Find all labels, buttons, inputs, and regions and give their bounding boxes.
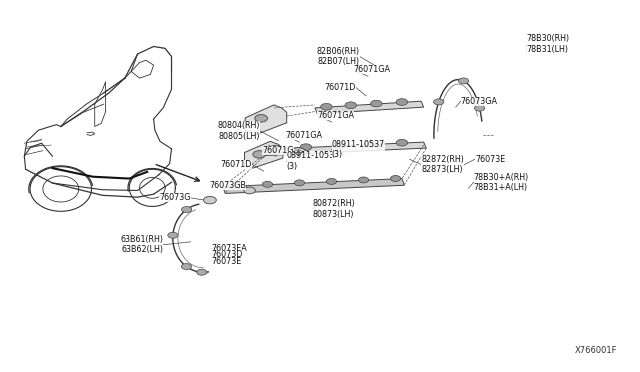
Text: 80804(RH)
80805(LH): 80804(RH) 80805(LH)	[218, 121, 260, 141]
Text: 63B61(RH)
63B62(LH): 63B61(RH) 63B62(LH)	[120, 235, 163, 254]
Circle shape	[168, 232, 178, 238]
Circle shape	[326, 179, 337, 185]
Circle shape	[181, 264, 191, 270]
Circle shape	[433, 99, 444, 105]
Circle shape	[269, 145, 281, 152]
Circle shape	[390, 176, 401, 182]
Circle shape	[371, 100, 382, 107]
Text: 76073E: 76073E	[475, 155, 505, 164]
Text: 78B30+A(RH)
78B31+A(LH): 78B30+A(RH) 78B31+A(LH)	[474, 173, 529, 192]
Text: 76071GA: 76071GA	[353, 65, 390, 74]
Text: 08911-10537
(3): 08911-10537 (3)	[287, 151, 340, 171]
Text: 76073GB: 76073GB	[209, 181, 246, 190]
Circle shape	[300, 144, 312, 151]
Text: 76071D: 76071D	[324, 83, 356, 92]
Polygon shape	[315, 101, 424, 114]
Circle shape	[196, 269, 207, 275]
Text: 76073E: 76073E	[211, 257, 241, 266]
Circle shape	[204, 196, 216, 204]
Polygon shape	[262, 142, 426, 155]
Text: 08911-10537
(3): 08911-10537 (3)	[332, 140, 385, 159]
Circle shape	[458, 78, 468, 84]
Circle shape	[345, 102, 356, 109]
Text: 76073EA: 76073EA	[211, 244, 247, 253]
Circle shape	[358, 177, 369, 183]
Text: 76071GA: 76071GA	[317, 111, 355, 120]
Circle shape	[262, 182, 273, 187]
Text: 76071D: 76071D	[221, 160, 252, 169]
Text: 80872(RH)
80873(LH): 80872(RH) 80873(LH)	[312, 199, 355, 219]
Circle shape	[182, 206, 192, 212]
Polygon shape	[245, 105, 287, 135]
Text: 82872(RH)
82873(LH): 82872(RH) 82873(LH)	[421, 155, 464, 174]
Text: 78B30(RH)
78B31(LH): 78B30(RH) 78B31(LH)	[526, 34, 569, 54]
Text: 76071GA: 76071GA	[285, 131, 323, 140]
Text: 76071G: 76071G	[262, 146, 294, 155]
Polygon shape	[223, 179, 404, 193]
Circle shape	[396, 140, 408, 146]
Text: 76073D: 76073D	[211, 250, 243, 259]
Circle shape	[396, 99, 408, 105]
Circle shape	[255, 115, 268, 122]
Polygon shape	[244, 141, 283, 168]
Circle shape	[294, 180, 305, 186]
Text: 76073GA: 76073GA	[461, 97, 498, 106]
Text: 82B06(RH)
82B07(LH): 82B06(RH) 82B07(LH)	[317, 47, 360, 66]
Circle shape	[244, 187, 255, 194]
Circle shape	[321, 103, 332, 110]
Text: X766001F: X766001F	[575, 346, 618, 355]
Text: 76073G: 76073G	[159, 193, 191, 202]
Circle shape	[291, 148, 306, 157]
Circle shape	[332, 142, 344, 149]
Circle shape	[364, 141, 376, 148]
Circle shape	[474, 105, 484, 111]
Circle shape	[232, 183, 242, 189]
Circle shape	[253, 151, 266, 158]
